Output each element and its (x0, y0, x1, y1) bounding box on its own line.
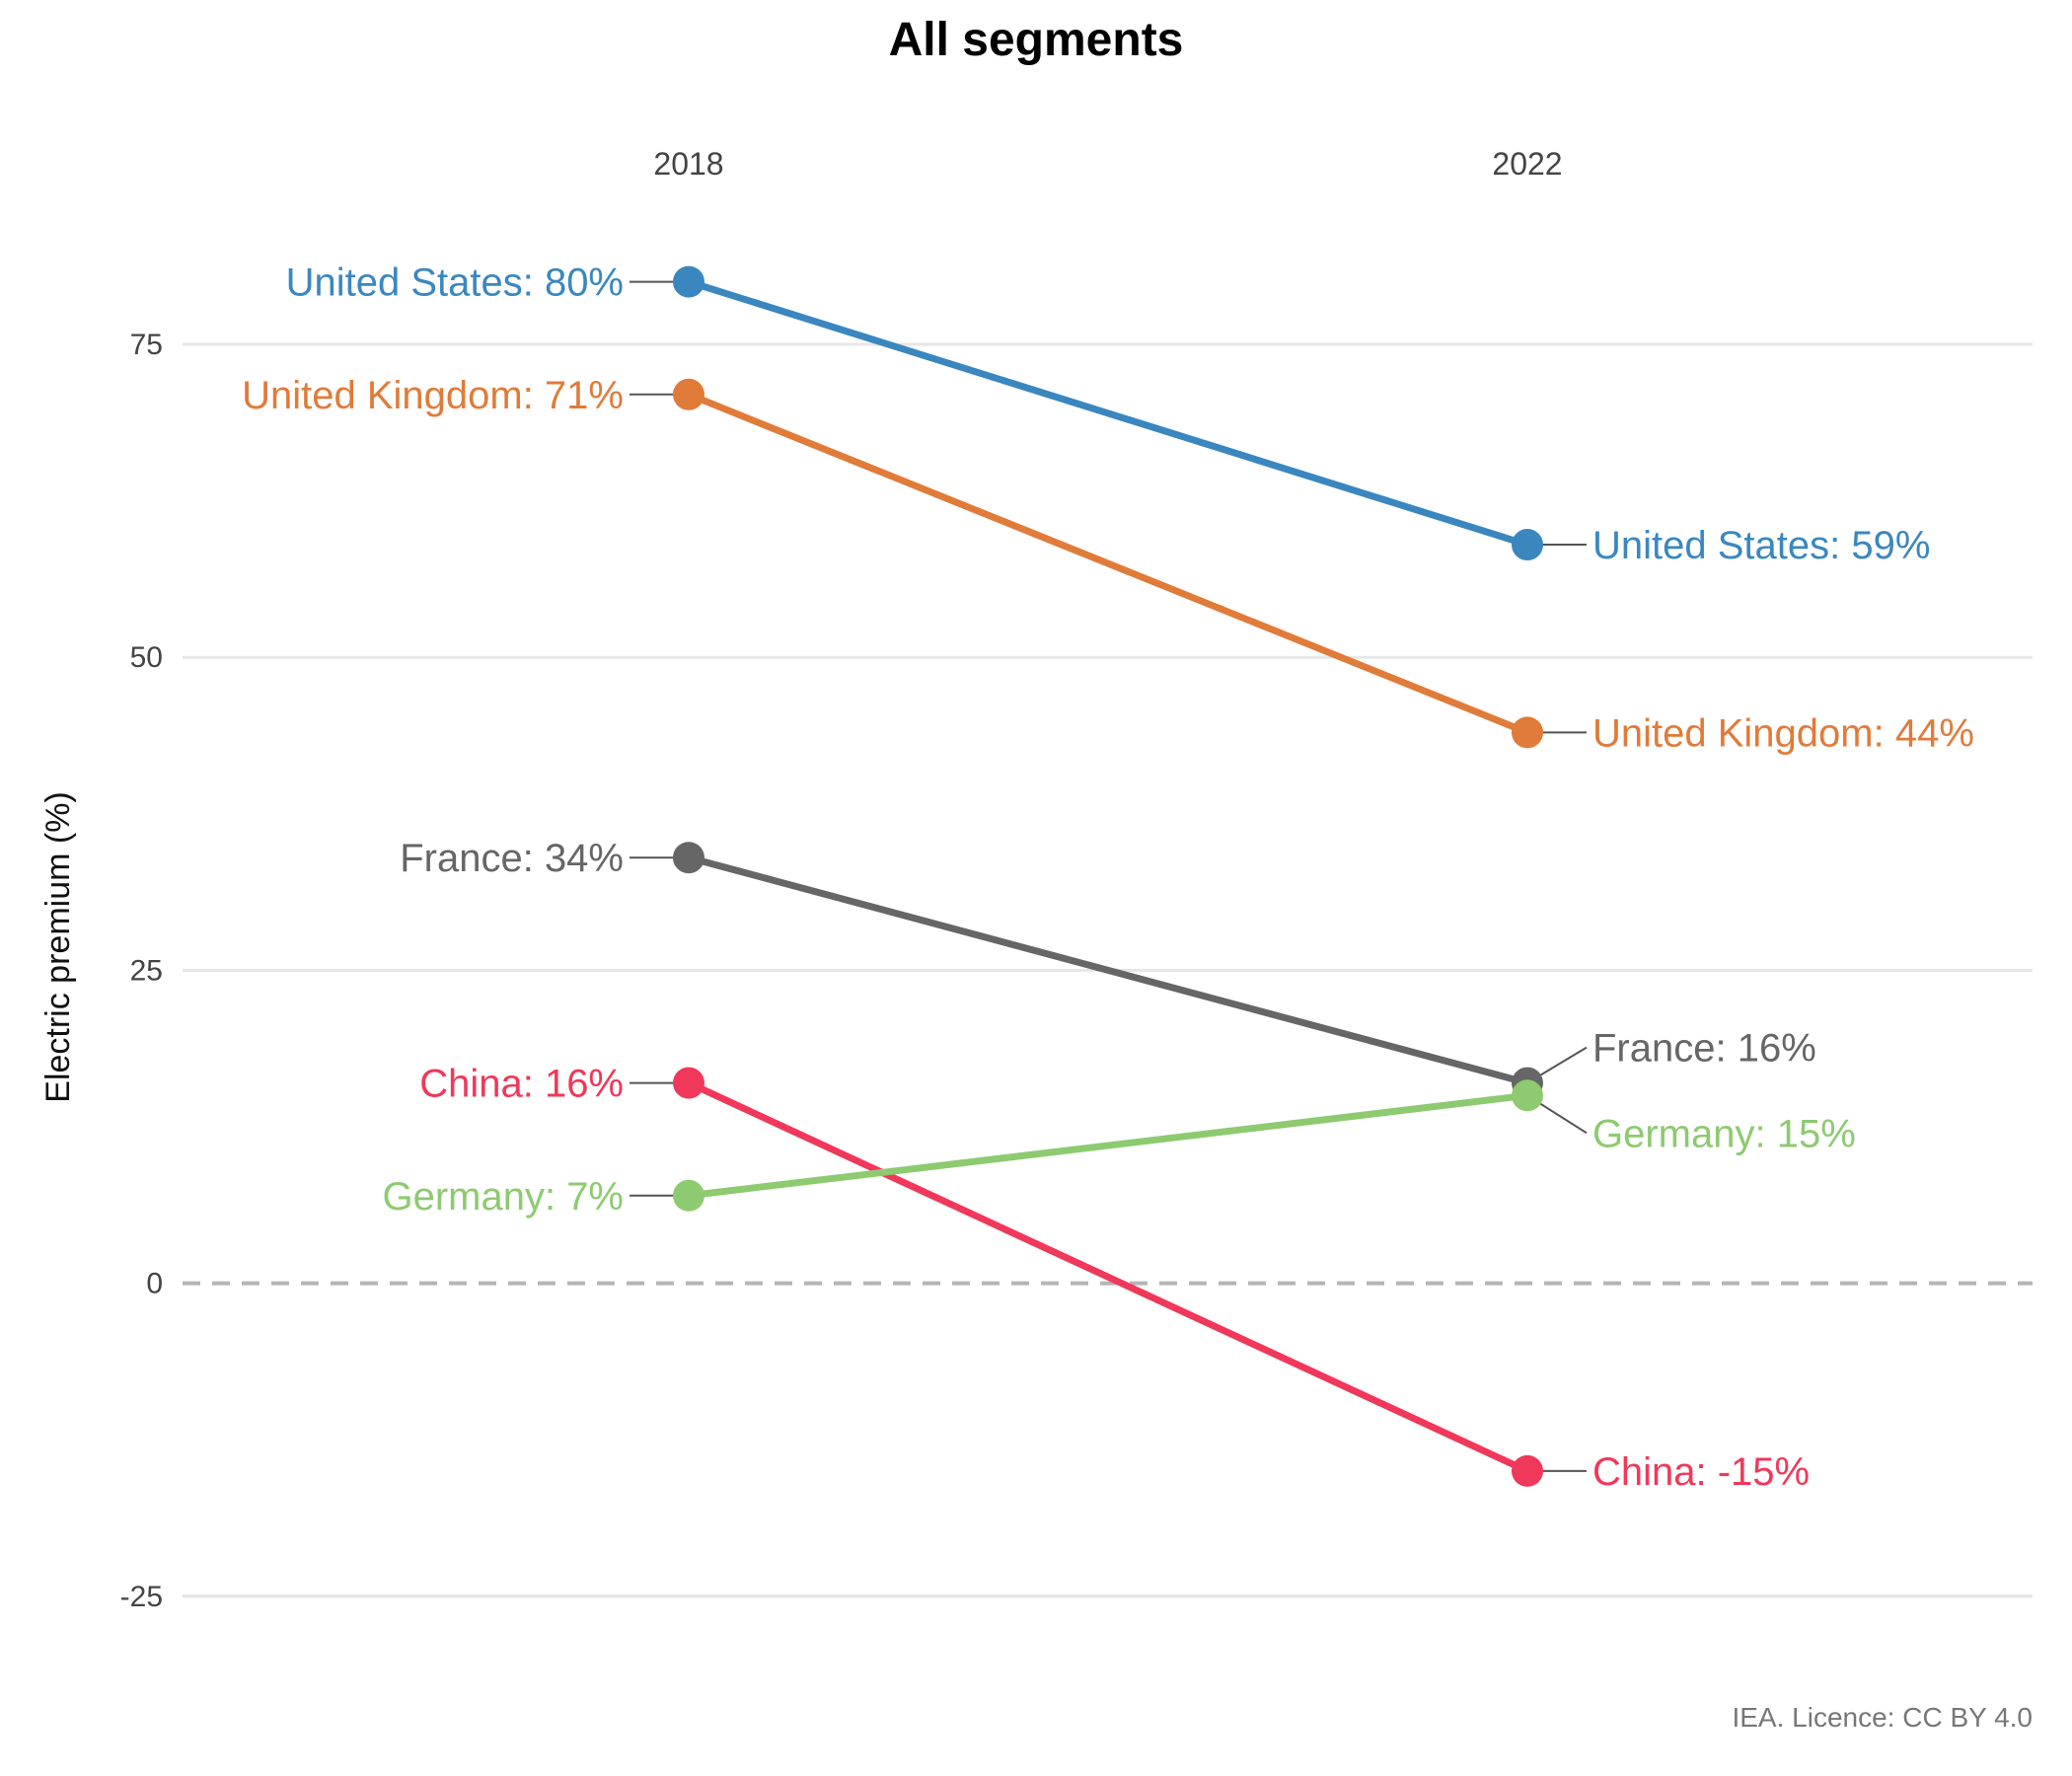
y-tick-label: 25 (130, 954, 163, 987)
data-label-germany-2022: Germany: 15% (1592, 1112, 1856, 1155)
series-china: China: 16% China: -15% (419, 1063, 1810, 1494)
y-tick-label: 75 (130, 329, 163, 361)
tick-layer: 75 50 25 0 -25 (120, 329, 163, 1613)
y-tick-label: -25 (120, 1581, 163, 1613)
series-united-kingdom: United Kingdom: 71% United Kingdom: 44% (242, 374, 1974, 756)
data-label-united-kingdom-2018: United Kingdom: 71% (242, 374, 624, 417)
point-france-2018 (673, 842, 704, 874)
series-united-states: United States: 80% United States: 59% (286, 261, 1931, 567)
column-label-layer: 2018 2022 (653, 146, 1562, 182)
point-united-kingdom-2018 (673, 378, 704, 410)
column-label-2018: 2018 (653, 146, 723, 182)
point-china-2018 (673, 1067, 704, 1099)
y-tick-label: 50 (130, 641, 163, 674)
data-label-france-2018: France: 34% (400, 837, 624, 880)
series-france: France: 34% France: 16% (400, 837, 1816, 1099)
point-germany-2018 (673, 1179, 704, 1212)
data-label-france-2022: France: 16% (1592, 1027, 1816, 1071)
series-line-united-states (685, 278, 1531, 549)
data-label-germany-2018: Germany: 7% (382, 1175, 624, 1219)
point-china-2022 (1512, 1454, 1543, 1487)
y-axis-label: Electric premium (%) (39, 791, 77, 1102)
data-label-china-2022: China: -15% (1592, 1450, 1810, 1494)
data-label-united-states-2018: United States: 80% (286, 261, 624, 305)
point-united-kingdom-2022 (1512, 716, 1543, 749)
series-layer: United States: 80%United States: 59%Unit… (242, 261, 1974, 1494)
column-label-2022: 2022 (1492, 146, 1562, 182)
data-label-united-states-2022: United States: 59% (1592, 524, 1930, 567)
source-note: IEA. Licence: CC BY 4.0 (1732, 1702, 2033, 1733)
data-label-united-kingdom-2022: United Kingdom: 44% (1592, 711, 1974, 755)
series-line-germany (685, 1091, 1531, 1200)
chart-title: All segments (889, 14, 1184, 66)
point-germany-2022 (1512, 1079, 1543, 1112)
series-line-united-kingdom (685, 391, 1531, 736)
y-tick-label: 0 (146, 1268, 163, 1300)
point-united-states-2022 (1512, 529, 1543, 561)
point-united-states-2018 (673, 265, 704, 298)
data-label-china-2018: China: 16% (419, 1063, 624, 1106)
series-germany: Germany: 7% Germany: 15% (382, 1079, 1856, 1219)
series-line-china (685, 1079, 1531, 1475)
series-line-france (685, 853, 1531, 1087)
